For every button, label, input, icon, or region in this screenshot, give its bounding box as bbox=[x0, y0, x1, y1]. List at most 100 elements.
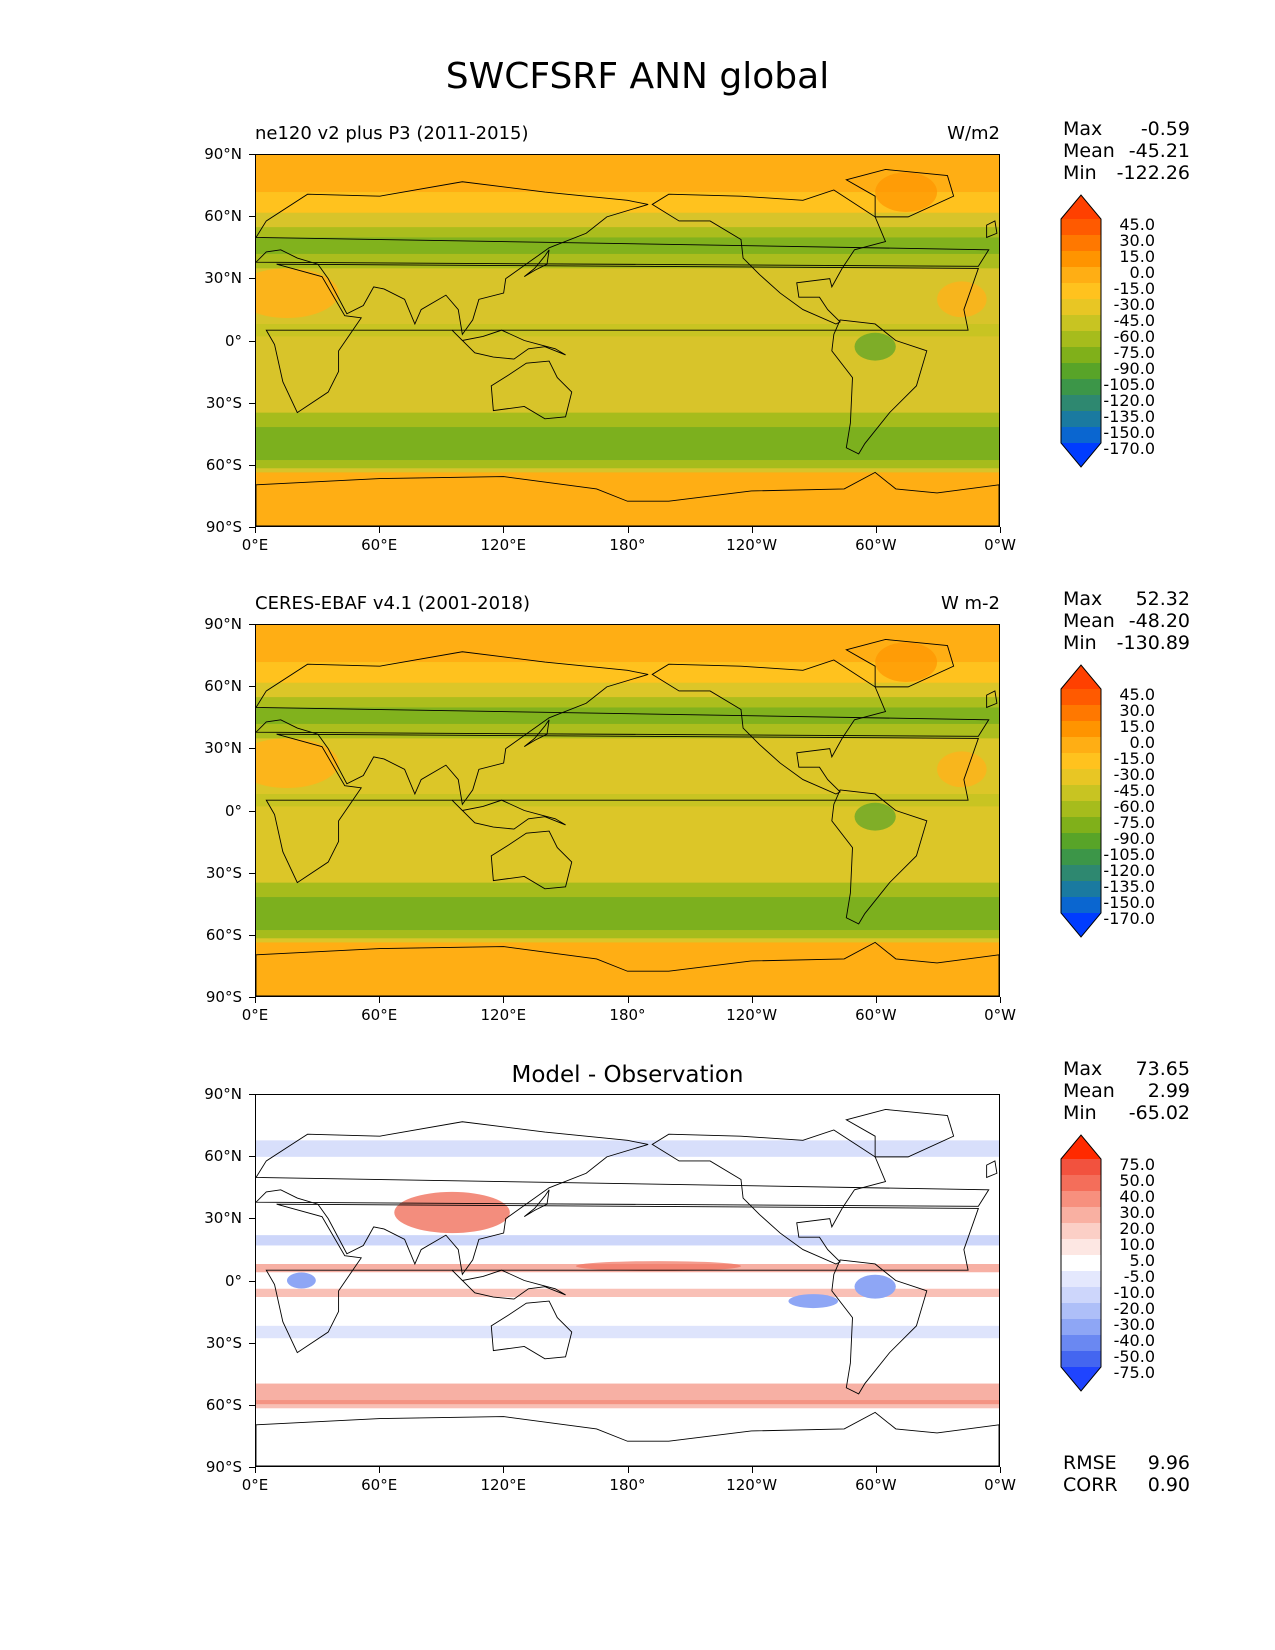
colorbar-tick-label: 45.0 bbox=[1119, 215, 1155, 234]
colorbar-segment bbox=[1061, 427, 1101, 444]
colorbar-segment bbox=[1061, 817, 1101, 834]
colorbar-segment bbox=[1061, 1351, 1101, 1368]
max-value: 73.65 bbox=[1135, 1058, 1190, 1080]
panel-model: ne120 v2 plus P3 (2011-2015) W/m2 Max -0.… bbox=[0, 100, 1275, 570]
colorbar-segment bbox=[1061, 801, 1101, 818]
lon-tick-mark bbox=[1000, 527, 1001, 533]
colorbar-segment bbox=[1061, 1239, 1101, 1256]
coastline-antarctica bbox=[256, 471, 999, 526]
lon-tick-label: 0°W bbox=[984, 1476, 1016, 1494]
lon-tick-label: 120°W bbox=[726, 536, 778, 554]
colorbar-extend-bottom bbox=[1061, 913, 1101, 937]
min-label: Min bbox=[1063, 1102, 1097, 1124]
lon-tick-mark bbox=[875, 1467, 877, 1473]
lat-tick-mark bbox=[249, 340, 255, 342]
lon-tick-mark bbox=[379, 527, 381, 533]
colorbar-segment bbox=[1061, 1175, 1101, 1192]
coastline-south-america bbox=[831, 1259, 928, 1395]
lon-tick-mark bbox=[255, 527, 256, 533]
lat-tick-mark bbox=[249, 154, 255, 155]
stats-block: Max -0.59 Mean -45.21 Min -122.26 bbox=[1063, 118, 1190, 184]
coastline-japan bbox=[523, 249, 550, 278]
colorbar-segment bbox=[1061, 219, 1101, 236]
colorbar-segment bbox=[1061, 411, 1101, 428]
lon-tick-label: 180° bbox=[609, 536, 646, 554]
coastline-africa bbox=[265, 263, 979, 414]
coastline-australia bbox=[490, 360, 573, 420]
coastline-north-america bbox=[651, 1129, 887, 1265]
amazon-negative-blob bbox=[854, 1274, 896, 1299]
north-storm-core bbox=[256, 237, 999, 254]
lat-tick-label: 90°N bbox=[204, 1085, 242, 1103]
lat-tick-label: 60°S bbox=[205, 455, 242, 474]
colorbar-tick-label: -30.0 bbox=[1113, 295, 1155, 314]
lat-tick-mark bbox=[249, 1094, 255, 1095]
lon-tick-label: 60°W bbox=[855, 1476, 897, 1494]
lon-tick-mark bbox=[379, 997, 381, 1003]
colorbar-tick-label: -30.0 bbox=[1113, 1315, 1155, 1334]
colorbar-segment bbox=[1061, 347, 1101, 364]
lat-tick-mark bbox=[249, 216, 255, 218]
colorbar-segment bbox=[1061, 769, 1101, 786]
colorbar-tick-label: -30.0 bbox=[1113, 765, 1155, 784]
southern-storm-core bbox=[256, 897, 999, 931]
colorbar-segment bbox=[1061, 1319, 1101, 1336]
mean-label: Mean bbox=[1063, 140, 1115, 162]
max-label: Max bbox=[1063, 1058, 1103, 1080]
min-value: -122.26 bbox=[1116, 162, 1190, 184]
colorbar-svg bbox=[1060, 194, 1102, 468]
antarctic-band bbox=[256, 472, 999, 526]
rmse-label: RMSE bbox=[1063, 1452, 1117, 1474]
east-pacific-negative-blob bbox=[788, 1294, 839, 1309]
lat-tick-label: 60°N bbox=[204, 677, 242, 696]
panel-difference: Model - Observation Max 73.65 Mean 2.99 Mi… bbox=[0, 1040, 1275, 1510]
lon-tick-label: 120°E bbox=[480, 1006, 527, 1024]
colorbar-tick-label: 30.0 bbox=[1119, 231, 1155, 250]
greenland-high bbox=[875, 642, 938, 682]
colorbar-segment bbox=[1061, 251, 1101, 268]
coastline-japan bbox=[523, 719, 550, 748]
lat-tick-mark bbox=[249, 402, 255, 404]
coastline-antarctica bbox=[256, 941, 999, 996]
colorbar-segment bbox=[1061, 689, 1101, 706]
lat-tick-mark bbox=[249, 748, 255, 750]
colorbar-segment bbox=[1061, 833, 1101, 850]
lat-tick-mark bbox=[249, 872, 255, 874]
colorbar-tick-label: -105.0 bbox=[1103, 845, 1155, 864]
lon-tick-label: 60°E bbox=[361, 1006, 398, 1024]
colorbar-outline bbox=[1060, 194, 1102, 468]
lat-tick-mark bbox=[249, 624, 255, 625]
colorbar bbox=[1060, 194, 1102, 472]
colorbar-tick-label: -135.0 bbox=[1103, 407, 1155, 426]
colorbar-segment bbox=[1061, 1191, 1101, 1208]
lon-tick-label: 0°E bbox=[241, 1006, 269, 1024]
lon-tick-label: 60°W bbox=[855, 1006, 897, 1024]
arctic-band bbox=[256, 155, 999, 193]
southern-ocean-strong-band bbox=[256, 1400, 999, 1409]
colorbar-svg bbox=[1060, 1134, 1102, 1392]
lon-tick-mark bbox=[751, 1467, 753, 1473]
colorbar-tick-label: -120.0 bbox=[1103, 391, 1155, 410]
lat-tick-label: 60°S bbox=[205, 925, 242, 944]
colorbar-segment bbox=[1061, 1223, 1101, 1240]
panel-center-title: Model - Observation bbox=[511, 1062, 744, 1088]
colorbar-segment bbox=[1061, 849, 1101, 866]
colorbar-segment bbox=[1061, 1335, 1101, 1352]
map-difference bbox=[255, 1094, 1000, 1467]
pacific-itcz-blob bbox=[575, 1261, 742, 1272]
arctic-band bbox=[256, 625, 999, 663]
lon-tick-mark bbox=[255, 1467, 256, 1473]
lat-tick-mark bbox=[249, 1156, 255, 1158]
greenland-high bbox=[875, 172, 938, 212]
amazon-low bbox=[854, 332, 896, 361]
lat-tick-mark bbox=[249, 1404, 255, 1406]
lon-tick-mark bbox=[627, 997, 629, 1003]
coastline-europe-asia bbox=[256, 651, 990, 806]
southern-storm-core bbox=[256, 427, 999, 461]
panel-observation: CERES-EBAF v4.1 (2001-2018) W m-2 Max 52.… bbox=[0, 570, 1275, 1040]
lon-tick-mark bbox=[875, 527, 877, 533]
colorbar-tick-label: -45.0 bbox=[1113, 311, 1155, 330]
colorbar-tick-label: 75.0 bbox=[1119, 1155, 1155, 1174]
coastline-borneo-indonesia bbox=[451, 1269, 566, 1300]
colorbar-extend-bottom bbox=[1061, 443, 1101, 467]
